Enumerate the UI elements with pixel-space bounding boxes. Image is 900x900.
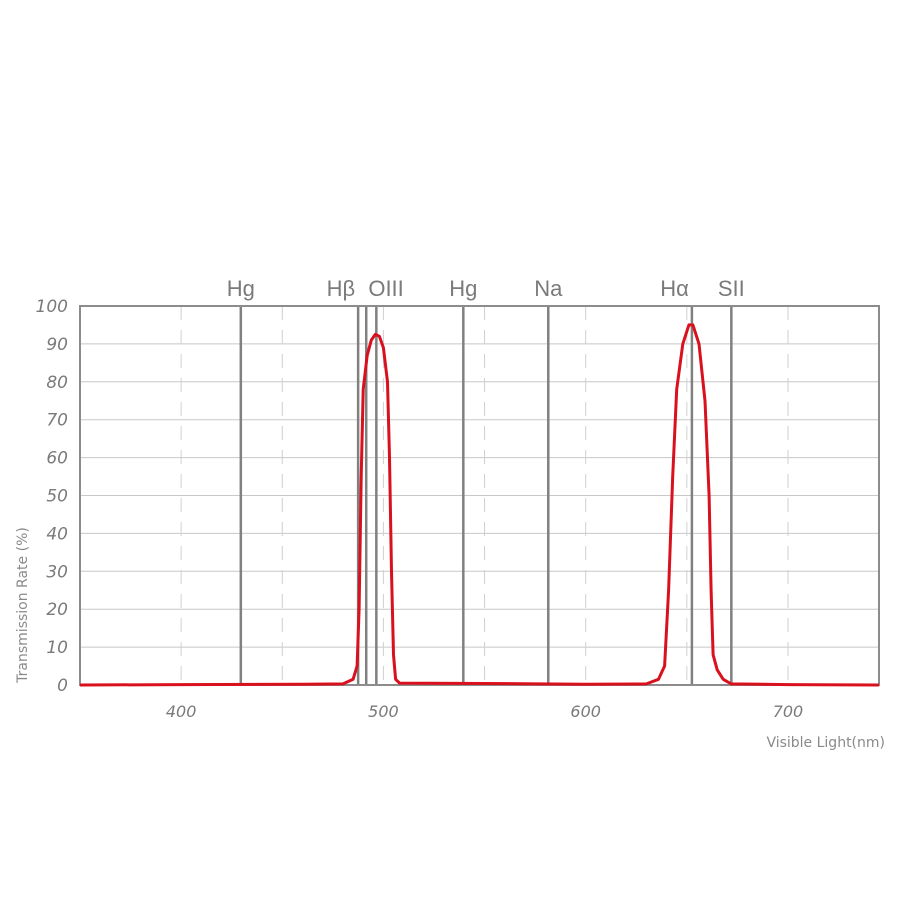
y-tick-label: 10: [46, 638, 68, 658]
reference-line-label: Hg: [227, 276, 255, 301]
reference-line-label: Hg: [449, 276, 477, 301]
y-tick-label: 40: [46, 524, 68, 544]
x-tick-label: 700: [773, 702, 804, 721]
emission-line-labels: Hg Hβ OIII Hg Na Hα SII: [227, 276, 745, 301]
x-axis-title: Visible Light(nm): [766, 735, 885, 751]
y-tick-label: 60: [46, 449, 68, 469]
reference-line-label: OIII: [368, 276, 403, 301]
y-tick-labels: 0 10 20 30 40 50 60 70 80 90 100: [36, 297, 68, 696]
y-tick-label: 50: [46, 487, 68, 507]
y-axis-title: Transmission Rate (%): [15, 527, 31, 684]
reference-line-label: Na: [534, 276, 563, 301]
transmission-curve: [79, 323, 880, 687]
horizontal-gridlines: [80, 343, 879, 648]
plot-frame: [79, 305, 880, 686]
y-tick-label: 0: [57, 676, 68, 696]
reference-line-label: Hα: [660, 276, 689, 301]
x-tick-label: 500: [368, 702, 399, 721]
x-tick-label: 400: [166, 702, 197, 721]
vertical-gridlines: [180, 306, 789, 685]
x-tick-label: 600: [570, 702, 601, 721]
y-tick-label: 100: [36, 297, 68, 317]
reference-line-label: Hβ: [327, 276, 356, 301]
y-tick-label: 30: [46, 562, 68, 582]
y-tick-label: 80: [46, 373, 68, 393]
y-tick-label: 20: [46, 600, 68, 620]
y-tick-label: 70: [46, 411, 68, 431]
y-tick-label: 90: [46, 335, 68, 355]
x-tick-labels: 400 500 600 700: [166, 702, 803, 721]
reference-line-label: SII: [718, 276, 745, 301]
